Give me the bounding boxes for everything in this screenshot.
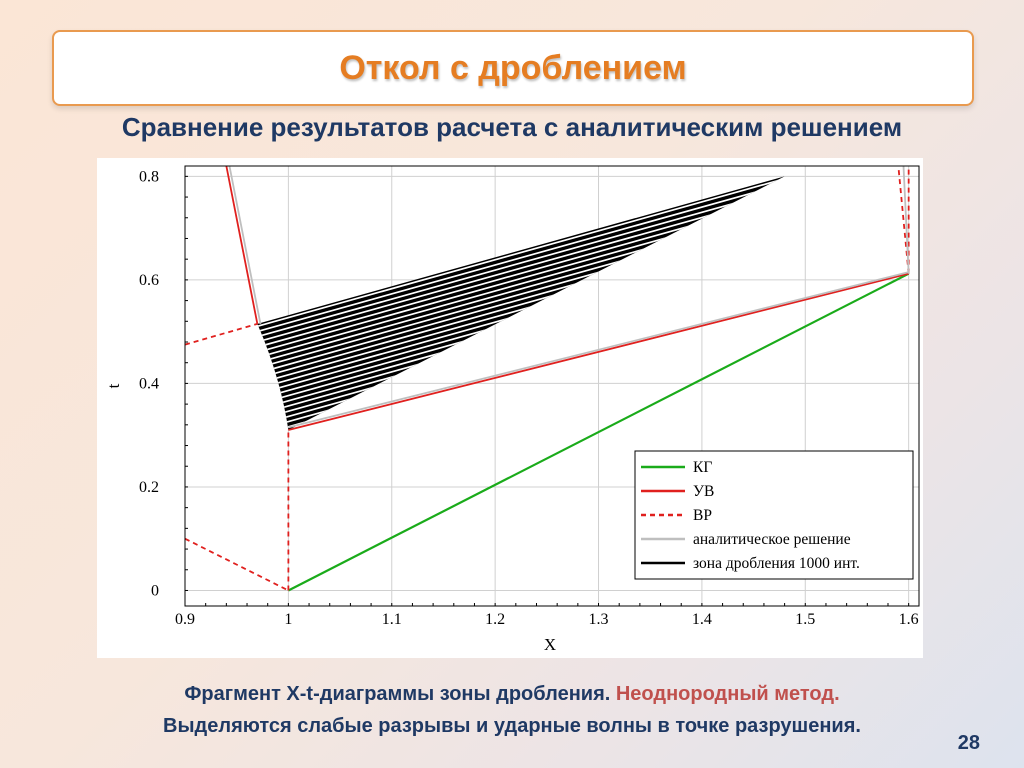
y-axis-label: t <box>104 383 123 388</box>
series-line-1 <box>288 272 909 431</box>
legend-label: аналитическое решение <box>693 531 851 548</box>
legend-label: зона дробления 1000 инт. <box>693 555 860 572</box>
slide-caption: Фрагмент X-t-диаграммы зоны дробления. Н… <box>0 678 1024 742</box>
series-line-0 <box>287 272 910 592</box>
series-line-2 <box>185 537 289 592</box>
x-tick-label: 1.2 <box>485 611 505 628</box>
x-tick-label: 1.4 <box>692 611 712 628</box>
chart-panel: 0.9 1 1.1 1.2 1.3 1.4 1.5 1.6 0 0.2 0.4 0.6 0.8 X t … <box>97 158 923 658</box>
y-tick-label: 0.4 <box>139 375 159 392</box>
series-line-3 <box>228 166 262 325</box>
zone-stripe <box>257 176 785 342</box>
series-line-3 <box>902 166 910 274</box>
axis-layer: 0.9 1 1.1 1.2 1.3 1.4 1.5 1.6 0 0.2 0.4 0.6 0.8 <box>139 168 919 628</box>
x-tick-label: 1.1 <box>382 611 402 628</box>
slide-title: Откол с дроблением <box>339 48 687 87</box>
legend-label: УВ <box>693 483 714 500</box>
series-layer <box>185 166 910 592</box>
legend-label: КГ <box>693 459 712 476</box>
series-line-1 <box>225 166 259 325</box>
x-tick-label: 0.9 <box>175 611 195 628</box>
y-tick-label: 0.8 <box>139 168 159 185</box>
series-line-3 <box>288 271 909 429</box>
y-tick-label: 0.6 <box>139 272 159 289</box>
caption-line-2: Выделяются слабые разрывы и ударные волн… <box>163 715 861 737</box>
caption-text-blue: Фрагмент X-t-диаграммы зоны дробления. <box>184 683 611 705</box>
page-number: 28 <box>957 732 980 754</box>
x-tick-label: 1.6 <box>899 611 919 628</box>
slide-subtitle: Сравнение результатов расчета с аналитич… <box>121 112 903 142</box>
caption-text-red: Неоднородный метод. <box>615 683 840 705</box>
plot-frame <box>184 165 920 607</box>
x-tick-label: 1.3 <box>589 611 609 628</box>
series-line-2 <box>185 323 258 346</box>
y-tick-label: 0.2 <box>139 479 159 496</box>
chart-legend: КГ УВ ВР аналитическое решение зона дроблени… <box>634 450 914 580</box>
zone-stripe <box>257 176 785 347</box>
x-axis-label: X <box>544 635 556 654</box>
x-tick-label: 1 <box>284 611 292 628</box>
caption-line-1: Фрагмент X-t-диаграммы зоны дробления. Н… <box>0 678 1024 710</box>
x-tick-label: 1.5 <box>795 611 815 628</box>
y-tick-label: 0 <box>151 582 159 599</box>
slide-title-box: Откол с дроблением <box>52 30 974 106</box>
legend-label: ВР <box>693 507 712 524</box>
xt-diagram-chart: 0.9 1 1.1 1.2 1.3 1.4 1.5 1.600.20.40.60.8 X t … <box>104 165 920 654</box>
